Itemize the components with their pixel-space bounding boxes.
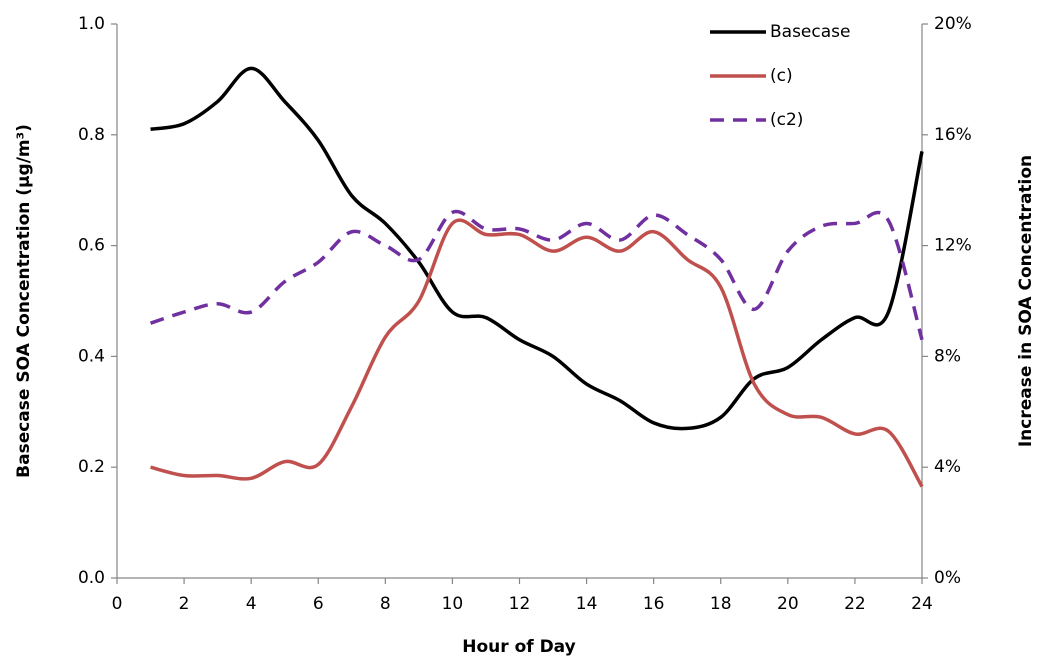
legend-label: Basecase: [770, 22, 850, 42]
y2-tick-label: 20%: [934, 14, 972, 34]
y-tick-label: 0.2: [78, 457, 105, 477]
x-tick-label: 12: [509, 594, 531, 614]
data-line: [150, 66, 924, 431]
y2-tick-label: 8%: [934, 346, 961, 366]
data-line: [149, 209, 924, 341]
x-tick-label: 4: [246, 594, 257, 614]
y-tick-label: 0.0: [78, 568, 105, 588]
y-axis-label: Basecase SOA Concentration (µg/m³): [14, 124, 34, 478]
legend-label: (c): [770, 66, 793, 86]
x-tick-label: 22: [844, 594, 866, 614]
data-line: [150, 218, 924, 488]
y-tick-label: 0.8: [78, 125, 105, 145]
legend-label: (c2): [770, 110, 803, 130]
x-tick-label: 24: [911, 594, 933, 614]
x-tick-label: 0: [112, 594, 123, 614]
x-tick-label: 2: [179, 594, 190, 614]
x-tick-label: 14: [576, 594, 598, 614]
x-tick-label: 10: [442, 594, 464, 614]
y2-tick-label: 12%: [934, 236, 972, 256]
y-tick-label: 1.0: [78, 14, 105, 34]
x-tick-label: 6: [313, 594, 324, 614]
x-tick-label: 16: [643, 594, 665, 614]
y2-axis-label: Increase in SOA Concentration: [1016, 155, 1036, 447]
x-axis-label: Hour of Day: [462, 637, 575, 657]
x-tick-label: 18: [710, 594, 732, 614]
x-tick-label: 20: [777, 594, 799, 614]
y-tick-label: 0.4: [78, 346, 105, 366]
y2-tick-label: 0%: [934, 568, 961, 588]
y2-tick-label: 16%: [934, 125, 972, 145]
x-tick-label: 8: [380, 594, 391, 614]
y2-tick-label: 4%: [934, 457, 961, 477]
y-tick-label: 0.6: [78, 236, 105, 256]
